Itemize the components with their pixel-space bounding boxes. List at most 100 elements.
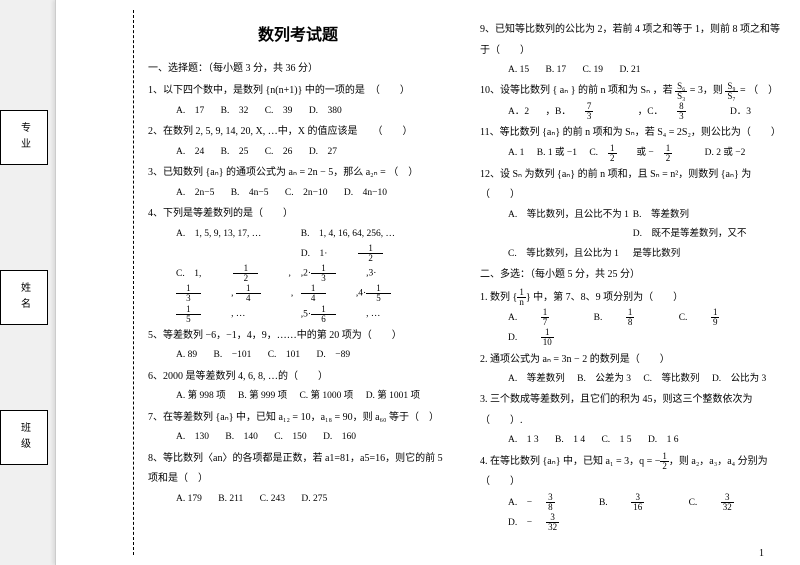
m1-c: C. 19 <box>679 308 748 328</box>
q12-d: D. 既不是等差数列，又不是等比数列 <box>633 225 755 264</box>
q5-a: A. 89 <box>176 346 197 365</box>
m2-c: C. 等比数列 <box>643 370 699 389</box>
q11-opts: A. 1 B. 1 或 −1 C. 12 或 −12 D. 2 或 −2 <box>480 144 780 164</box>
q8-b: B. 211 <box>218 490 243 509</box>
sidebar-class: 班级 <box>0 410 48 465</box>
q12-text: 12、设 Sₙ 为数列 {aₙ} 的前 n 项和，且 Sₙ = n²，则数列 {… <box>480 165 780 206</box>
q12: 12、设 Sₙ 为数列 {aₙ} 的前 n 项和，且 Sₙ = n²，则数列 {… <box>480 165 780 264</box>
q3-c: C. 2n−10 <box>285 184 328 203</box>
m1-text: 1. 数列 {1n} 中，第 7、8、9 项分别为（ ） <box>480 288 780 309</box>
m4-opts: A. −38 B. 316 C. 332 D. −332 <box>480 493 780 533</box>
q3-a: A. 2n−5 <box>176 184 214 203</box>
q5-text: 5、等差数列 −6，−1，4，9，……中的第 20 项为（ ） <box>148 326 448 347</box>
q10-c: ，C．83 <box>638 102 714 122</box>
page-number: 1 <box>759 548 764 559</box>
q8: 8、等比数列〈an〉的各项都是正数，若 a1=81，a5=16，则它的前 5 项… <box>148 449 448 509</box>
m1: 1. 数列 {1n} 中，第 7、8、9 项分别为（ ） A. 17 B. 18… <box>480 288 780 349</box>
q2-opts: A. 24 B. 25 C. 26 D. 27 <box>148 143 448 162</box>
m2-d: D. 公比为 3 <box>712 370 766 389</box>
q7: 7、在等差数列 {aₙ} 中，已知 a₁₂ = 10，a₁₈ = 90，则 a₆… <box>148 408 448 448</box>
q11-a: A. 1 <box>508 144 524 163</box>
q6-c: C. 第 1000 项 <box>299 387 353 406</box>
section-1-heading: 一、选择题：（每小题 3 分，共 36 分） <box>148 59 448 80</box>
q2-d: D. 27 <box>309 143 337 162</box>
q6-opts: A. 第 998 项 B. 第 999 项 C. 第 1000 项 D. 第 1… <box>148 387 448 406</box>
q11-d: D. 2 或 −2 <box>705 144 746 163</box>
sidebar-name: 姓名 <box>0 270 48 325</box>
q7-b: B. 140 <box>225 428 257 447</box>
m1-b: B. 18 <box>594 308 663 328</box>
q2-a: A. 24 <box>176 143 204 162</box>
q9-d: D. 21 <box>619 61 640 80</box>
q6-a: A. 第 998 项 <box>176 387 226 406</box>
binding-line <box>133 10 134 555</box>
m3-a: A. 1 3 <box>508 431 539 450</box>
m2: 2. 通项公式为 aₙ = 3n − 2 的数列是（ ） A. 等差数列 B. … <box>480 350 780 390</box>
q5-d: D. −89 <box>317 346 351 365</box>
q6-d: D. 第 1001 项 <box>366 387 420 406</box>
q10-b: ，B．73 <box>546 102 622 122</box>
q8-c: C. 243 <box>260 490 285 509</box>
q7-text: 7、在等差数列 {aₙ} 中，已知 a₁₂ = 10，a₁₈ = 90，则 a₆… <box>148 408 448 429</box>
q4-c: C. 1, 12, 13, 14, 15, … <box>176 264 298 324</box>
m1-a: A. 17 <box>508 308 577 328</box>
q3-b: B. 4n−5 <box>231 184 269 203</box>
q8-opts: A. 179 B. 211 C. 243 D. 275 <box>148 490 448 509</box>
m1-d: D. 110 <box>508 328 582 348</box>
m4-c: C. 332 <box>689 493 762 513</box>
m3-d: D. 1 6 <box>648 431 679 450</box>
q6: 6、2000 是等差数列 4, 6, 8, …的（ ） A. 第 998 项 B… <box>148 367 448 407</box>
q4-d: D. 1· 12,2·13,3·14,4·15,5·16, … <box>301 244 423 325</box>
m3: 3. 三个数成等差数列，且它们的积为 45，则这三个整数依次为（ ）. A. 1… <box>480 390 780 450</box>
q11-b: B. 1 或 −1 <box>537 144 577 163</box>
q10-opts: A．2 ，B．73 ，C．83 D．3 <box>480 102 780 122</box>
q9-c: C. 19 <box>582 61 603 80</box>
section-2-heading: 二、多选：（每小题 5 分，共 25 分） <box>480 265 780 286</box>
q4-opts-row2: C. 1, 12, 13, 14, 15, … D. 1· 12,2·13,3·… <box>148 244 448 325</box>
q8-text: 8、等比数列〈an〉的各项都是正数，若 a1=81，a5=16，则它的前 5 项… <box>148 449 448 490</box>
m2-a: A. 等差数列 <box>508 370 565 389</box>
m4-b: B. 316 <box>599 493 672 513</box>
q3-d: D. 4n−10 <box>344 184 387 203</box>
m2-opts: A. 等差数列 B. 公差为 3 C. 等比数列 D. 公比为 3 <box>480 370 780 389</box>
sidebar-major-label: 专业 <box>17 122 32 154</box>
q6-b: B. 第 999 项 <box>238 387 287 406</box>
q12-opts2: C. 等比数列，且公比为 1 D. 既不是等差数列，又不是等比数列 <box>480 225 780 264</box>
m3-opts: A. 1 3 B. 1 4 C. 1 5 D. 1 6 <box>480 431 780 450</box>
q2-b: B. 25 <box>221 143 249 162</box>
m4-a: A. −38 <box>508 493 583 513</box>
m3-b: B. 1 4 <box>555 431 585 450</box>
q9-opts: A. 15 B. 17 C. 19 D. 21 <box>480 61 780 80</box>
m4: 4. 在等比数列 {aₙ} 中，已知 a₁ = 3，q = −12，则 a₂，a… <box>480 452 780 533</box>
q1-c: C. 39 <box>265 102 293 121</box>
q7-a: A. 130 <box>176 428 209 447</box>
m2-text: 2. 通项公式为 aₙ = 3n − 2 的数列是（ ） <box>480 350 780 371</box>
q1-d: D. 380 <box>309 102 342 121</box>
q4-a: A. 1, 5, 9, 13, 17, … <box>176 225 298 244</box>
q4-text: 4、下列是等差数列的是（ ） <box>148 204 448 225</box>
q8-d: D. 275 <box>301 490 327 509</box>
q2-c: C. 26 <box>265 143 293 162</box>
q2: 2、在数列 2, 5, 9, 14, 20, X, …中，X 的值应该是 （ ）… <box>148 122 448 162</box>
m3-text: 3. 三个数成等差数列，且它们的积为 45，则这三个整数依次为（ ）. <box>480 390 780 431</box>
exam-page: 数列考试题 一、选择题：（每小题 3 分，共 36 分） 1、以下四个数中，是数… <box>55 0 800 565</box>
q10: 10、设等比数列 { aₙ } 的前 n 项和为 Sₙ ，若 S₆S₃ = 3，… <box>480 81 780 122</box>
page-title: 数列考试题 <box>148 20 448 53</box>
q7-opts: A. 130 B. 140 C. 150 D. 160 <box>148 428 448 447</box>
sidebar-name-label: 姓名 <box>17 282 32 314</box>
q12-c: C. 等比数列，且公比为 1 <box>508 245 630 264</box>
q9-b: B. 17 <box>546 61 567 80</box>
sidebar-major: 专业 <box>0 110 48 165</box>
q5-opts: A. 89 B. −101 C. 101 D. −89 <box>148 346 448 365</box>
m4-d: D. −332 <box>508 513 587 533</box>
q1-a: A. 17 <box>176 102 204 121</box>
m4-text: 4. 在等比数列 {aₙ} 中，已知 a₁ = 3，q = −12，则 a₂，a… <box>480 452 780 493</box>
q3-text: 3、已知数列 {aₙ} 的通项公式为 aₙ = 2n − 5，那么 a₂ₙ = … <box>148 163 448 184</box>
q11-text: 11、等比数列 {aₙ} 的前 n 项和为 Sₙ，若 S₄ = 2S₂，则公比为… <box>480 123 780 144</box>
q1: 1、以下四个数中，是数列 {n(n+1)} 中的一项的是 （ ） A. 17 B… <box>148 81 448 121</box>
q12-opts1: A. 等比数列，且公比不为 1 B. 等差数列 <box>480 206 780 225</box>
q11: 11、等比数列 {aₙ} 的前 n 项和为 Sₙ，若 S₄ = 2S₂，则公比为… <box>480 123 780 164</box>
sidebar-class-label: 班级 <box>17 422 32 454</box>
q9-a: A. 15 <box>508 61 529 80</box>
q1-b: B. 32 <box>221 102 249 121</box>
